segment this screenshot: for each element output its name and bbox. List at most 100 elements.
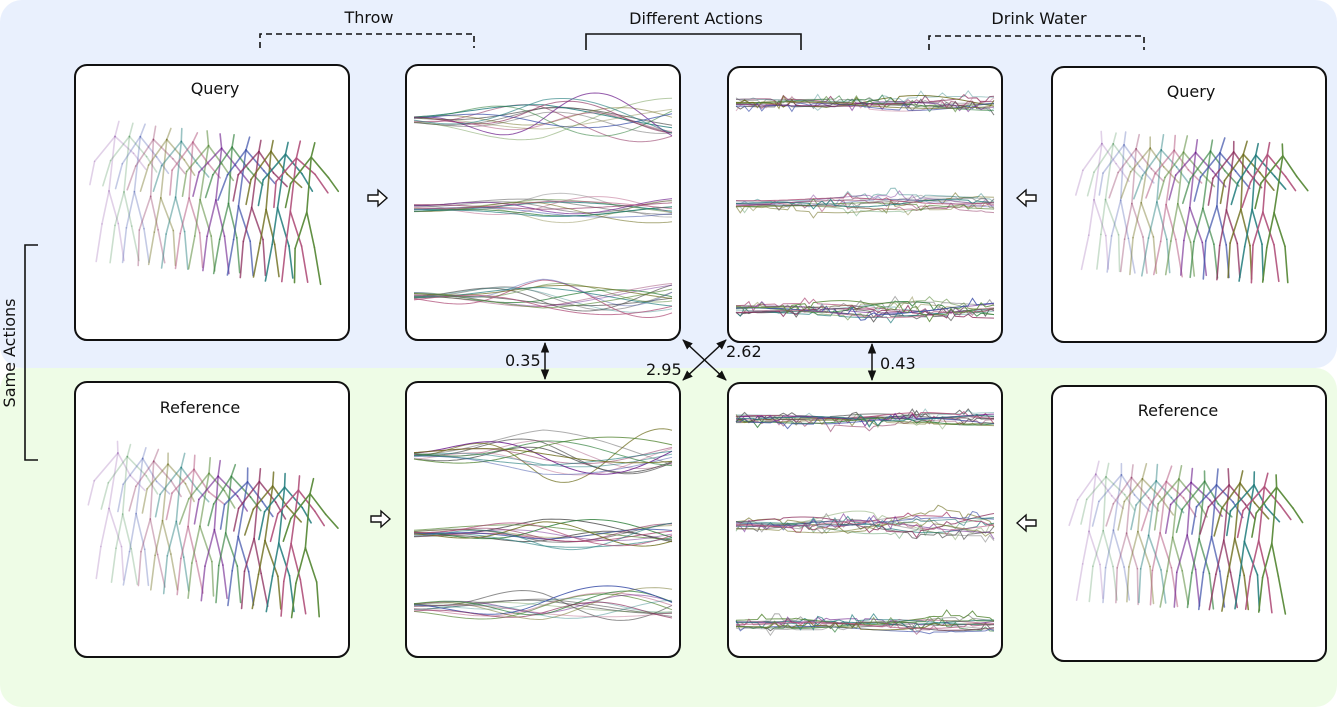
skeleton-bone (1105, 462, 1110, 478)
skeleton-bone (102, 159, 112, 187)
skeleton-bone (202, 235, 208, 272)
skeleton-bone (273, 243, 280, 278)
skeleton-bone (295, 157, 316, 176)
skeleton-bone (152, 125, 157, 141)
skeleton-bone (290, 582, 297, 619)
skeleton-bone (1166, 536, 1174, 572)
skeleton-bone (227, 569, 233, 607)
skeleton-bone (159, 466, 182, 496)
trajectory-line (735, 516, 995, 527)
skeleton-bone (1208, 573, 1217, 611)
skeleton-bone (249, 496, 262, 512)
skeleton-bone (232, 205, 240, 241)
skeleton-bone (231, 134, 235, 148)
skeleton-bone (1117, 500, 1126, 531)
skeleton-bone (1093, 199, 1107, 237)
skeleton-bone (224, 475, 233, 534)
skeleton-bone (244, 508, 255, 536)
drink-query-trajectory-panel (727, 66, 1003, 343)
skeleton-bone (1242, 140, 1248, 156)
skeleton-bone (1088, 530, 1101, 566)
trajectory-line (735, 619, 995, 637)
skeleton-bone (262, 153, 287, 181)
skeleton-bone (1080, 234, 1090, 271)
skeleton-bone (1183, 206, 1191, 242)
skeleton-bone (1075, 169, 1084, 196)
skeleton-bone (121, 455, 129, 515)
skeleton-bone (93, 452, 119, 482)
trajectory-line (413, 105, 673, 137)
trajectory-line (735, 198, 995, 210)
skeleton-bone (1239, 540, 1246, 577)
skeleton-bone (192, 132, 199, 143)
skeleton-bone (230, 475, 252, 498)
skeleton-bone (1251, 512, 1257, 538)
skeleton-bone (295, 546, 307, 585)
skeleton-bone (1229, 208, 1242, 244)
distance-label-drink: 0.43 (880, 354, 916, 373)
skeleton-bone (1292, 507, 1304, 524)
skeleton-bone (157, 229, 166, 264)
skeleton-bone (166, 520, 178, 557)
skeleton-bone (1202, 207, 1215, 245)
skeleton-bone (171, 141, 194, 171)
skeleton-bone (1131, 148, 1137, 205)
skeleton-bone (252, 242, 261, 278)
skeleton-bone (149, 518, 159, 556)
skeleton-bone (1193, 176, 1202, 202)
skeleton-bone (217, 174, 229, 201)
skeleton-bone (198, 147, 223, 173)
skeleton-bone (219, 503, 226, 530)
hollow-arrow-left-icon (1015, 513, 1037, 533)
skeleton-bone (140, 518, 152, 553)
skeleton-bone (1271, 542, 1280, 578)
skeleton-bone (1096, 233, 1102, 270)
throw-query-skeleton (89, 120, 340, 286)
skeleton-bone (1180, 239, 1185, 276)
skeleton-bone (1228, 484, 1247, 506)
skeleton-bone (1189, 150, 1212, 180)
skeleton-bone (1156, 201, 1168, 241)
skeleton-bone (1153, 502, 1159, 531)
skeleton-bone (277, 486, 286, 544)
skeleton-bone (1236, 242, 1241, 279)
trajectory-line (413, 604, 673, 618)
skeleton-bone (1229, 484, 1255, 513)
drink-query-skeleton (1075, 130, 1309, 284)
trajectory-line (735, 510, 995, 531)
skeleton-bone (300, 245, 309, 284)
skeleton-bone (187, 525, 197, 563)
skeleton-bone (123, 191, 133, 227)
skeleton-bone (1216, 244, 1221, 281)
skeleton-bone (1129, 147, 1151, 173)
skeleton-bone (289, 492, 311, 520)
skeleton-bone (123, 135, 131, 193)
skeleton-bone (1266, 577, 1273, 614)
skeleton-bone (1181, 569, 1189, 605)
trajectory-line (736, 412, 995, 426)
skeleton-bone (1202, 150, 1212, 210)
skeleton-bone (1120, 473, 1136, 496)
skeleton-bone (121, 135, 142, 165)
skeleton-bone (1210, 484, 1218, 538)
skeleton-bone (212, 238, 221, 275)
skeleton-bone (1115, 566, 1118, 604)
skeleton-bone (284, 141, 289, 155)
skeleton-bone (1190, 467, 1194, 484)
skeleton-bone (222, 564, 228, 600)
skeleton-bone (1284, 245, 1289, 284)
skeleton-bone (1250, 244, 1254, 284)
trajectory-line (413, 598, 673, 613)
skeleton-bone (207, 503, 215, 527)
skeleton-bone (1221, 575, 1229, 612)
skeleton-bone (250, 150, 260, 209)
skeleton-bone (198, 232, 204, 269)
trajectory-line (735, 300, 995, 323)
skeleton-bone (232, 174, 239, 202)
skeleton-bone (128, 485, 137, 512)
skeleton-bone (154, 519, 164, 557)
skeleton-bone (1099, 563, 1104, 600)
trajectory-line (413, 286, 673, 311)
trajectory-line (414, 108, 673, 130)
skeleton-bone (160, 138, 168, 199)
